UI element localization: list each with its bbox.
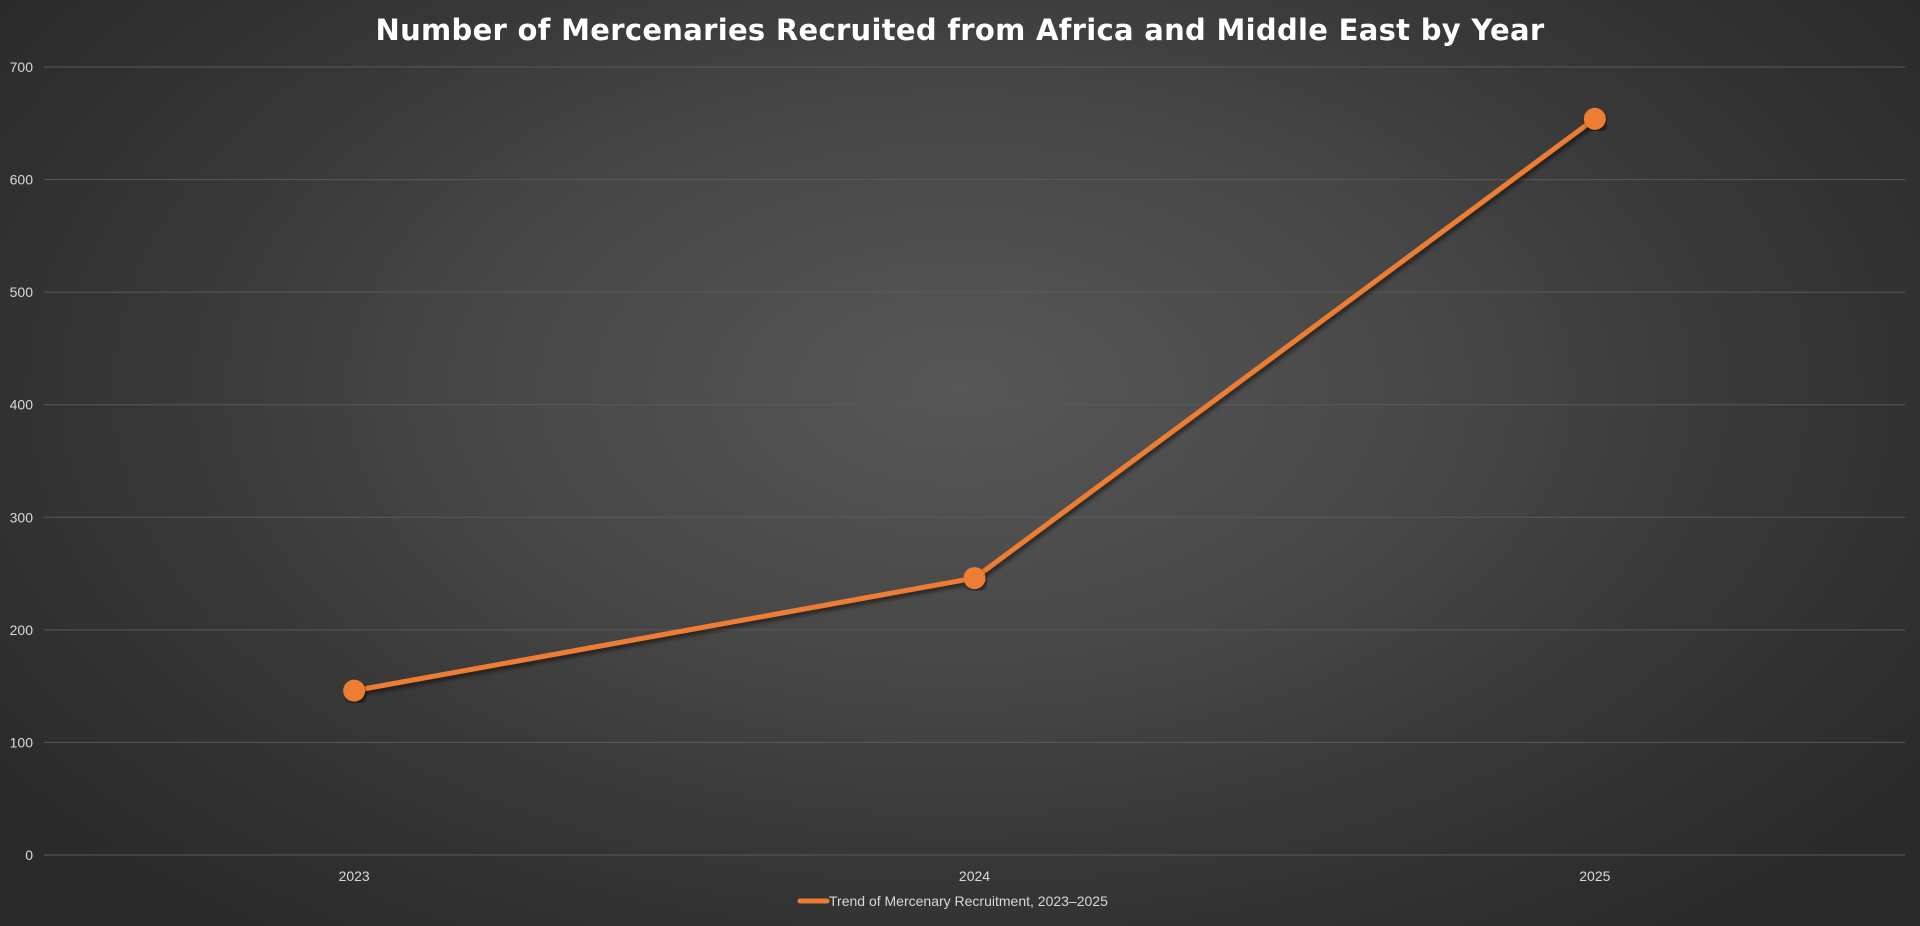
y-axis-ticks: 0 100 200 300 400 500 600 700 [10, 59, 34, 863]
series-trend [343, 107, 1606, 702]
y-tick-label: 600 [10, 172, 34, 188]
gridlines [44, 66, 1905, 856]
legend-entry-label: Trend of Mercenary Recruitment, 2023–202… [829, 893, 1108, 909]
x-tick-label: 2024 [959, 868, 990, 884]
y-tick-label: 200 [10, 622, 34, 638]
legend: Trend of Mercenary Recruitment, 2023–202… [797, 893, 1108, 909]
data-point [343, 679, 366, 702]
x-axis-ticks: 2023 2024 2025 [339, 868, 1611, 884]
x-tick-label: 2025 [1579, 868, 1610, 884]
y-tick-label: 500 [10, 284, 34, 300]
data-point [963, 567, 986, 590]
y-tick-label: 700 [10, 59, 34, 75]
y-tick-label: 100 [10, 734, 34, 750]
x-tick-label: 2023 [339, 868, 370, 884]
y-tick-label: 300 [10, 509, 34, 525]
data-point [1583, 107, 1606, 130]
y-tick-label: 0 [25, 847, 33, 863]
chart-title: Number of Mercenaries Recruited from Afr… [376, 13, 1545, 47]
y-tick-label: 400 [10, 397, 34, 413]
